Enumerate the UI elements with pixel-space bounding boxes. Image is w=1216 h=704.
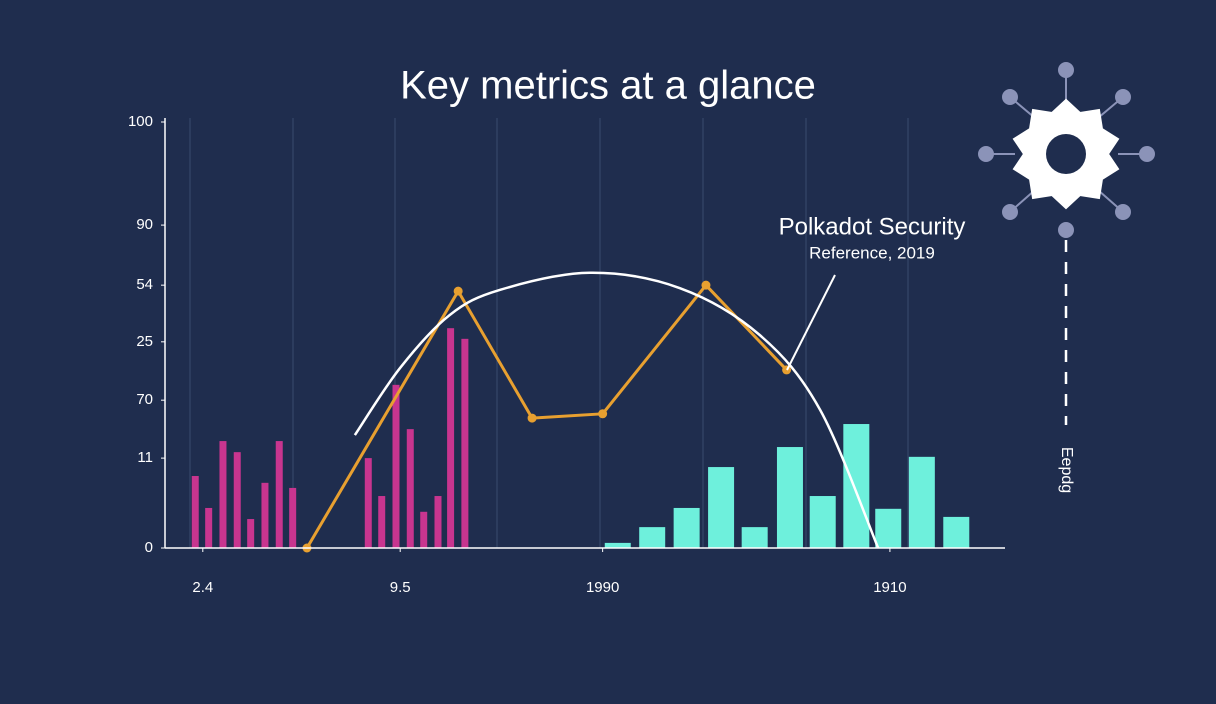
- y-tick-label: 90: [136, 216, 153, 233]
- y-tick-label: 25: [136, 333, 153, 350]
- line-point: [598, 409, 608, 419]
- bar: [639, 527, 666, 548]
- bar: [289, 487, 297, 548]
- bar: [219, 441, 227, 548]
- bar: [205, 507, 213, 548]
- bar: [378, 496, 386, 548]
- annotation-subtitle: Reference, 2019: [809, 243, 935, 262]
- bar: [943, 516, 970, 548]
- bar: [673, 507, 700, 548]
- bar: [843, 424, 870, 548]
- annotation-title: Polkadot Security: [779, 213, 966, 240]
- bar: [461, 338, 469, 548]
- y-tick-label: 0: [145, 539, 153, 556]
- line: [305, 283, 788, 549]
- grid: [189, 118, 909, 548]
- y-tick-label: 11: [137, 449, 153, 466]
- bar: [247, 519, 255, 548]
- line-point: [453, 286, 463, 296]
- annotation-pointer: [786, 274, 836, 371]
- bar: [776, 447, 803, 548]
- gear-icon: [978, 62, 1155, 425]
- chart-title: Key metrics at a glance: [400, 64, 816, 108]
- bar: [708, 467, 735, 548]
- bar: [261, 482, 269, 548]
- x-tick-label: 1990: [586, 579, 619, 596]
- bar: [420, 511, 428, 548]
- bar: [875, 508, 902, 548]
- bar: [364, 458, 372, 548]
- line-point: [527, 413, 537, 423]
- bar: [191, 476, 199, 548]
- bar: [275, 441, 283, 548]
- line-point: [701, 280, 711, 290]
- bar: [908, 456, 935, 548]
- y-tick-label: 100: [128, 113, 153, 130]
- bar: [434, 496, 442, 548]
- curve: [353, 271, 880, 549]
- bar: [604, 542, 631, 548]
- marks: [191, 271, 970, 553]
- x-tick-label: 1910: [873, 579, 906, 596]
- bar: [447, 328, 455, 548]
- bar: [406, 429, 414, 548]
- side-label: Eepdg: [1058, 447, 1075, 493]
- bar: [392, 384, 400, 548]
- bar: [741, 527, 768, 548]
- bar: [233, 452, 241, 548]
- x-tick-label: 9.5: [390, 579, 411, 596]
- bar: [809, 496, 836, 548]
- x-tick-label: 2.4: [192, 579, 213, 596]
- y-tick-label: 54: [136, 276, 153, 293]
- y-tick-label: 70: [136, 391, 153, 408]
